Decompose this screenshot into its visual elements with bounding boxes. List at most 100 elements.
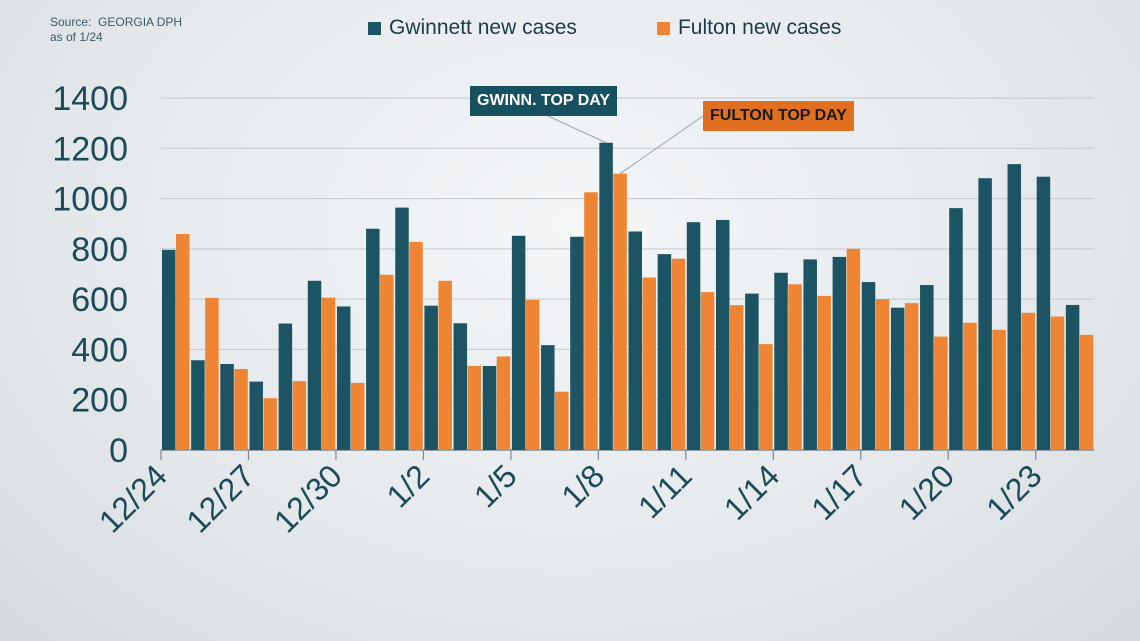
bar-fulton-12/29 bbox=[321, 297, 336, 450]
bar-fulton-1/5 bbox=[525, 299, 540, 450]
x-tick-label: 1/11 bbox=[631, 457, 699, 525]
bar-fulton-12/24 bbox=[176, 234, 190, 450]
source-line: Source: GEORGIA DPH bbox=[50, 15, 183, 29]
leader-gwinnett bbox=[547, 115, 607, 144]
bar-fulton-1/2 bbox=[438, 280, 452, 450]
bar-gwinnett-1/22 bbox=[1007, 164, 1022, 450]
bar-fulton-1/15 bbox=[817, 295, 831, 450]
x-tick-label: 1/2 bbox=[379, 457, 436, 514]
x-tick-label: 12/30 bbox=[267, 457, 349, 539]
bar-gwinnett-1/6 bbox=[541, 345, 555, 450]
bar-fulton-12/27 bbox=[263, 398, 277, 450]
x-tick-label: 12/24 bbox=[92, 457, 174, 539]
x-tick-label: 12/27 bbox=[179, 457, 261, 539]
legend-item-fulton: Fulton new cases bbox=[656, 16, 842, 40]
bar-fulton-12/26 bbox=[234, 369, 248, 450]
y-tick-label: 200 bbox=[71, 382, 128, 420]
bar-gwinnett-12/27 bbox=[249, 381, 263, 450]
bar-gwinnett-1/4 bbox=[482, 366, 497, 450]
bar-gwinnett-1/15 bbox=[803, 259, 817, 450]
bar-gwinnett-1/11 bbox=[686, 222, 701, 450]
bar-fulton-1/10 bbox=[671, 258, 686, 450]
bar-fulton-1/17 bbox=[875, 299, 890, 450]
bar-fulton-1/4 bbox=[496, 356, 511, 450]
source-note: Source: GEORGIA DPH as of 1/24 bbox=[50, 15, 182, 45]
bar-fulton-12/31 bbox=[380, 274, 394, 450]
callout-gwinnett-top-day: GWINN. TOP DAY bbox=[470, 86, 618, 116]
legend-label-fulton: Fulton new cases bbox=[677, 16, 842, 39]
bar-gwinnett-1/21 bbox=[978, 178, 992, 450]
x-tick-label: 1/8 bbox=[554, 457, 611, 514]
bar-gwinnett-1/9 bbox=[628, 231, 642, 450]
bar-gwinnett-12/24 bbox=[162, 249, 176, 450]
bar-fulton-1/18 bbox=[904, 303, 919, 450]
bar-gwinnett-1/24 bbox=[1065, 304, 1080, 450]
bar-gwinnett-1/7 bbox=[570, 236, 584, 450]
bar-fulton-1/24 bbox=[1079, 334, 1094, 450]
bar-gwinnett-12/31 bbox=[366, 228, 380, 450]
legend-item-gwinnett: Gwinnett new cases bbox=[368, 16, 577, 40]
bar-fulton-1/19 bbox=[934, 336, 948, 450]
bar-gwinnett-1/18 bbox=[890, 307, 905, 450]
bar-fulton-1/13 bbox=[759, 344, 773, 450]
legend-swatch-fulton bbox=[656, 21, 670, 35]
bar-fulton-1/7 bbox=[584, 192, 598, 451]
legend-swatch-gwinnett bbox=[368, 21, 381, 35]
bar-gwinnett-12/29 bbox=[307, 280, 322, 450]
bar-fulton-12/30 bbox=[350, 382, 365, 450]
bar-gwinnett-1/14 bbox=[774, 272, 788, 450]
bar-fulton-1/11 bbox=[700, 292, 715, 450]
bar-gwinnett-1/23 bbox=[1036, 176, 1051, 450]
bar-fulton-1/6 bbox=[555, 391, 569, 450]
callout-leaders bbox=[547, 115, 704, 175]
bar-gwinnett-1/1 bbox=[395, 207, 409, 450]
bar-gwinnett-1/10 bbox=[657, 254, 672, 450]
y-tick-label: 600 bbox=[71, 281, 128, 319]
x-tick-label: 1/23 bbox=[979, 457, 1048, 526]
as-of-line: as of 1/24 bbox=[50, 30, 103, 44]
y-tick-label: 1000 bbox=[52, 181, 128, 219]
bar-fulton-1/1 bbox=[409, 241, 423, 450]
x-tick-label: 1/14 bbox=[717, 457, 786, 526]
bar-gwinnett-1/16 bbox=[832, 256, 847, 450]
bar-gwinnett-1/8 bbox=[599, 142, 613, 451]
bar-gwinnett-12/26 bbox=[220, 364, 234, 450]
bar-gwinnett-1/19 bbox=[920, 285, 934, 450]
x-axis-labels: 12/24 12/27 12/30 1/2 1/5 1/8 1/11 1/14 1/17 1/20… bbox=[92, 450, 1049, 540]
legend: Gwinnett new cases Fulton new cases bbox=[368, 16, 921, 40]
x-tick-label: 1/17 bbox=[804, 457, 873, 526]
y-tick-label: 1200 bbox=[52, 130, 128, 168]
bar-gwinnett-1/3 bbox=[453, 323, 468, 450]
bar-gwinnett-1/5 bbox=[511, 235, 526, 450]
bar-fulton-1/12 bbox=[729, 305, 744, 450]
callout-fulton-top-day: FULTON TOP DAY bbox=[703, 101, 854, 131]
bar-fulton-1/23 bbox=[1050, 316, 1065, 450]
y-tick-label: 800 bbox=[71, 231, 128, 269]
leader-fulton bbox=[619, 115, 704, 175]
bar-gwinnett-12/30 bbox=[336, 306, 351, 450]
bars bbox=[162, 142, 1094, 451]
bar-gwinnett-1/17 bbox=[861, 282, 876, 450]
bar-fulton-1/16 bbox=[846, 248, 861, 450]
legend-label-gwinnett: Gwinnett new cases bbox=[389, 16, 577, 39]
bar-fulton-1/9 bbox=[642, 277, 656, 450]
bar-gwinnett-1/12 bbox=[715, 219, 730, 450]
y-tick-label: 400 bbox=[71, 331, 128, 369]
x-tick-label: 1/20 bbox=[892, 457, 961, 526]
x-tick-label: 1/5 bbox=[467, 457, 524, 514]
bar-gwinnett-1/2 bbox=[424, 305, 438, 450]
y-tick-label: 1400 bbox=[52, 80, 128, 118]
bar-gwinnett-1/20 bbox=[949, 208, 963, 450]
bar-gwinnett-1/13 bbox=[745, 293, 759, 450]
bar-fulton-1/14 bbox=[788, 284, 802, 450]
bar-fulton-12/28 bbox=[292, 381, 307, 450]
bar-fulton-1/3 bbox=[467, 366, 482, 450]
bar-gwinnett-12/25 bbox=[191, 360, 205, 450]
y-axis-labels: 0 200 400 600 800 1000 1200 1400 bbox=[52, 80, 128, 470]
bar-fulton-1/21 bbox=[992, 329, 1006, 450]
bar-fulton-1/8 bbox=[613, 173, 627, 450]
bar-fulton-12/25 bbox=[205, 297, 219, 450]
bar-fulton-1/22 bbox=[1021, 312, 1036, 450]
y-tick-label: 0 bbox=[109, 432, 128, 470]
